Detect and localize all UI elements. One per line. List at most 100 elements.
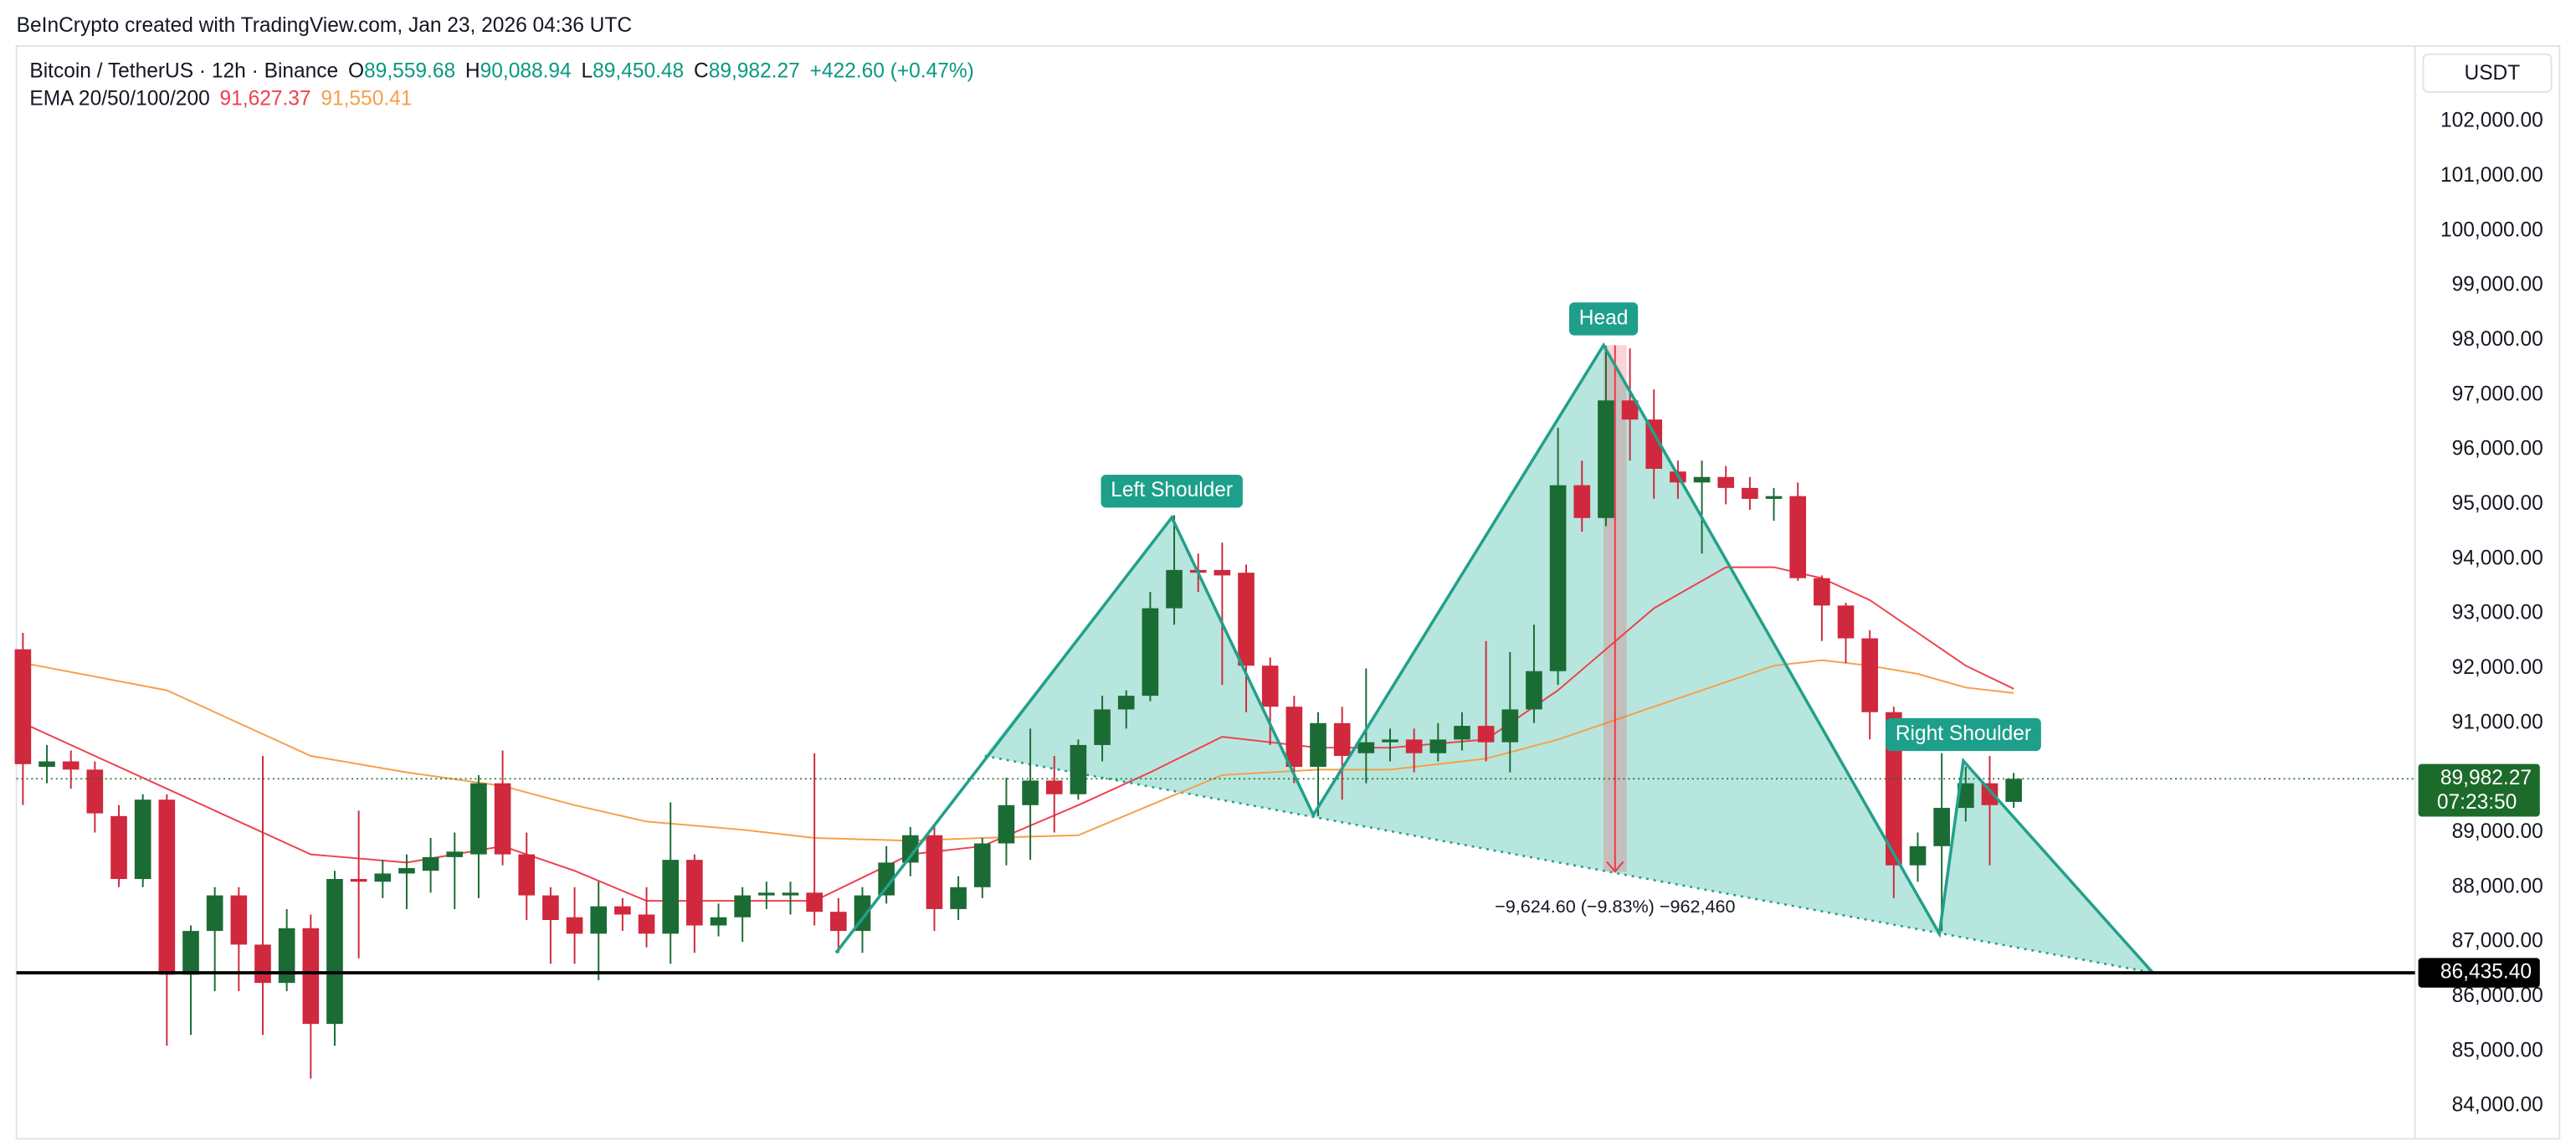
candle-body <box>1621 400 1639 420</box>
pattern-label-text: Right Shoulder <box>1896 722 2031 745</box>
candle-body <box>230 895 248 945</box>
ohlc-key: H <box>465 60 480 83</box>
y-tick-label: 96,000.00 <box>2452 438 2543 460</box>
candle-body <box>1837 605 1855 639</box>
candle-body <box>14 649 32 764</box>
candle-body <box>1933 808 1950 846</box>
candle-body <box>1382 739 1398 743</box>
ohlc-value: 89,450.48 <box>593 60 684 83</box>
candle-body <box>1454 726 1470 740</box>
candle-body <box>1022 780 1039 805</box>
candle-body <box>1117 696 1135 710</box>
plot-area: −9,624.60 (−9.83%) −962,460 Left Shoulder… <box>14 302 2154 1079</box>
candle-body <box>1261 666 1279 707</box>
candle-body <box>758 892 775 896</box>
candle-body <box>1526 671 1542 710</box>
candle-body <box>1094 709 1111 745</box>
candle-body <box>782 892 799 896</box>
candle-body <box>950 887 967 909</box>
pattern-line <box>834 342 2154 974</box>
candle-body <box>1477 726 1495 743</box>
y-tick-label: 99,000.00 <box>2452 274 2543 296</box>
candle-body <box>110 815 127 880</box>
candle-body <box>1645 419 1663 469</box>
countdown: 07:23:50 <box>2437 791 2517 814</box>
ema-title: EMA 20/50/100/200 <box>29 88 209 111</box>
candle-body <box>1214 569 1231 576</box>
candle-body <box>1765 496 1783 499</box>
pattern-label-box <box>1568 302 1639 336</box>
candle-body <box>86 769 104 814</box>
ema-line: EMA 20/50/100/200 91,627.37 91,550.41 <box>29 88 412 111</box>
candle-body <box>422 856 439 871</box>
candle-body <box>398 867 415 874</box>
candle-body <box>206 895 223 932</box>
candle-body <box>1310 722 1326 768</box>
candle-body <box>494 783 511 855</box>
symbol-line: Bitcoin / TetherUS · 12h · Binance O89,55… <box>29 60 973 83</box>
legend: Bitcoin / TetherUS · 12h · Binance O89,55… <box>29 60 973 111</box>
ema-line <box>22 566 2014 902</box>
ema-line <box>23 659 2014 842</box>
y-tick-label: 100,000.00 <box>2440 218 2543 241</box>
chart-frame <box>15 44 2561 1140</box>
currency: USDT <box>2464 62 2520 85</box>
candle-body <box>686 860 703 926</box>
y-tick-label: 95,000.00 <box>2452 492 2543 515</box>
ohlc-key: L <box>581 60 593 83</box>
ohlc-value: 89,559.68 <box>364 60 455 83</box>
candle-body <box>518 854 536 896</box>
candle-body <box>1166 569 1183 609</box>
candle-body <box>710 917 727 926</box>
candle-body <box>1429 739 1447 753</box>
candle-body <box>254 944 271 984</box>
ohlc-key: O <box>348 60 364 83</box>
candle-body <box>1238 573 1255 666</box>
support-label-box <box>2418 958 2540 988</box>
candle-body <box>1405 739 1423 753</box>
pattern-label-text: Head <box>1579 306 1629 329</box>
y-tick-label: 85,000.00 <box>2452 1039 2543 1061</box>
y-tick-label: 94,000.00 <box>2452 547 2543 569</box>
change: +422.60 (+0.47%) <box>810 60 974 83</box>
currency-box[interactable] <box>2422 53 2553 93</box>
candle-body <box>1742 487 1758 499</box>
candle-body <box>614 906 631 915</box>
candle-body <box>566 917 583 934</box>
candle-body <box>62 761 80 770</box>
y-tick-label: 87,000.00 <box>2452 930 2543 953</box>
candle-body <box>1957 783 1974 809</box>
ema-value: 91,627.37 <box>220 88 311 111</box>
attribution: BeInCrypto created with TradingView.com,… <box>17 14 632 37</box>
y-tick-label: 84,000.00 <box>2452 1094 2543 1117</box>
candle-body <box>973 843 991 887</box>
last-price-label: 89,982.27 <box>2440 767 2532 789</box>
pattern-label-text: Left Shoulder <box>1111 479 1233 501</box>
candle-body <box>1142 608 1159 696</box>
candle-body <box>38 761 55 768</box>
candle-body <box>134 799 151 880</box>
y-tick-label: 98,000.00 <box>2452 328 2543 351</box>
candle-body <box>1070 744 1087 794</box>
last-price-box <box>2418 763 2540 817</box>
ohlc-key: C <box>694 60 709 83</box>
support-label: 86,435.40 <box>2440 961 2532 984</box>
ema-value: 91,550.41 <box>321 88 412 111</box>
candle-body <box>1814 578 1830 606</box>
pattern-area <box>984 345 2153 974</box>
candle-body <box>1357 742 1375 753</box>
candle-body <box>470 783 487 855</box>
y-tick-label: 91,000.00 <box>2452 711 2543 733</box>
symbol: Bitcoin / TetherUS · 12h · Binance <box>29 60 338 83</box>
candle-body <box>734 895 751 917</box>
candle-body <box>158 799 176 975</box>
candle-body <box>446 851 464 857</box>
candle-body <box>1717 476 1735 488</box>
pattern-label: Head <box>1568 302 1639 336</box>
candle-body <box>829 912 847 932</box>
candle-body <box>638 914 655 934</box>
candle-body <box>1693 476 1711 483</box>
pattern-label: Left Shoulder <box>1101 475 1243 508</box>
